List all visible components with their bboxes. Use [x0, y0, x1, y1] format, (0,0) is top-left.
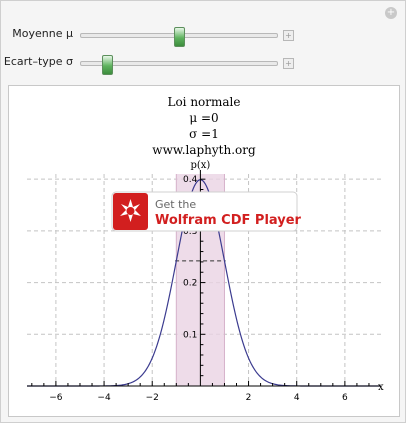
- plot-panel: Loi normale μ =0 σ =1 www.laphyth.org −6 −4 −…: [8, 85, 400, 417]
- mean-expand-icon[interactable]: +: [283, 30, 294, 41]
- chart-title-line: σ =1: [189, 127, 219, 141]
- y-tick-label: 0.3: [183, 227, 197, 237]
- std-slider-thumb[interactable]: [101, 55, 113, 75]
- y-tick-label: 0.2: [183, 279, 197, 289]
- x-tick-label: 2: [246, 393, 252, 403]
- cdf-player-banner[interactable]: Get the Wolfram CDF Player: [111, 191, 302, 232]
- x-axis-label: x: [378, 382, 384, 393]
- y-tick-label: 0.1: [183, 330, 197, 340]
- mean-label: Moyenne μ: [12, 27, 73, 40]
- y-tick-label: 0.4: [183, 175, 198, 185]
- std-expand-icon[interactable]: +: [283, 58, 294, 69]
- y-axis-label: p(x): [190, 160, 210, 171]
- x-tick-label: 6: [342, 393, 348, 403]
- x-tick-label: 4: [294, 393, 300, 403]
- std-slider[interactable]: [80, 55, 278, 75]
- chart-title-line: μ =0: [189, 111, 218, 125]
- banner-get-the: Get the: [155, 198, 196, 211]
- std-label: Ecart–type σ: [3, 55, 73, 68]
- normal-distribution-chart: Loi normale μ =0 σ =1 www.laphyth.org −6 −4 −…: [27, 95, 384, 403]
- x-tick-label: −2: [146, 393, 159, 403]
- wolfram-spikey-icon: [120, 199, 141, 222]
- mean-control: Moyenne μ +: [1, 25, 405, 47]
- x-tick-label: −6: [49, 393, 63, 403]
- chart-title-line: www.laphyth.org: [152, 143, 256, 157]
- x-tick-label: −4: [97, 393, 111, 403]
- mean-slider[interactable]: [80, 27, 278, 47]
- cdf-banner-box[interactable]: [111, 191, 298, 232]
- chart-title-line: Loi normale: [167, 95, 240, 109]
- mean-slider-thumb[interactable]: [173, 27, 185, 47]
- add-corner-icon[interactable]: +: [385, 7, 397, 19]
- banner-product-name: Wolfram CDF Player: [155, 213, 302, 228]
- std-control: Ecart–type σ +: [1, 53, 405, 75]
